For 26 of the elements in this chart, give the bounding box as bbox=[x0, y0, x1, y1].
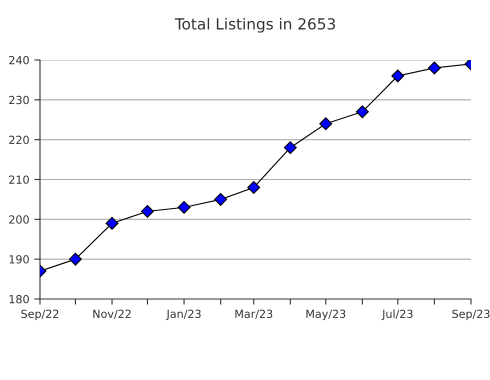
y-tick-label: 180 bbox=[10, 294, 29, 304]
point bbox=[68, 252, 82, 266]
x-tick-label: Mar/23 bbox=[235, 310, 272, 319]
y-tick-label: 220 bbox=[9, 136, 29, 144]
y-tick-label: 210 bbox=[9, 175, 29, 184]
x-tick-label: May/23 bbox=[306, 310, 346, 320]
y-tick-label: 200 bbox=[9, 215, 29, 224]
x-tick-label: Jan/23 bbox=[166, 310, 201, 320]
point bbox=[106, 216, 118, 230]
point bbox=[141, 204, 154, 218]
chart-title: Total Listings in 2653 bbox=[174, 18, 335, 33]
y-tick-label: 190 bbox=[10, 255, 29, 264]
x-tick-label: Jul/23 bbox=[382, 309, 413, 320]
point bbox=[319, 117, 332, 130]
point bbox=[356, 105, 369, 118]
x-tick-label: Sep/22 bbox=[21, 310, 58, 320]
point bbox=[391, 69, 404, 82]
point bbox=[428, 62, 441, 74]
x-tick-label: Sep/23 bbox=[452, 310, 490, 320]
point bbox=[284, 141, 297, 154]
point bbox=[247, 181, 260, 194]
x-tick-label: Nov/22 bbox=[93, 310, 131, 319]
y-tick-label: 230 bbox=[9, 96, 29, 104]
y-tick-label: 240 bbox=[9, 56, 29, 64]
point bbox=[214, 192, 228, 206]
point bbox=[178, 200, 191, 214]
